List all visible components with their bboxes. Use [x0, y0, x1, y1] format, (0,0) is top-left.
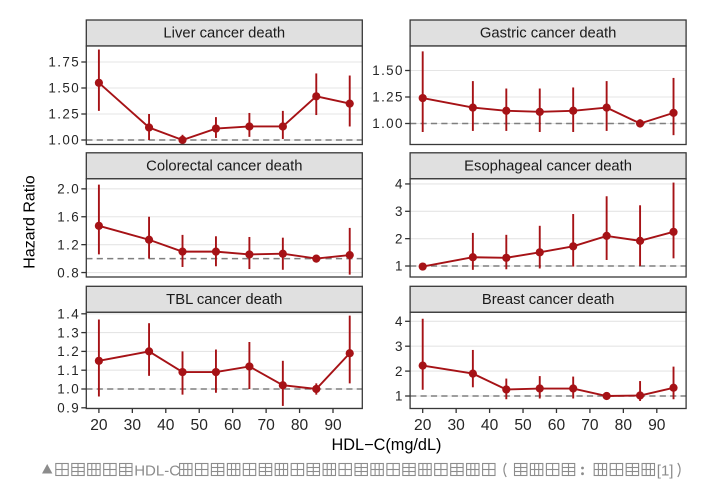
- svg-text:40: 40: [157, 417, 175, 434]
- svg-text:2: 2: [395, 364, 404, 379]
- svg-text:50: 50: [514, 417, 532, 434]
- svg-text:40: 40: [481, 417, 499, 434]
- svg-text:1.25: 1.25: [372, 90, 404, 105]
- svg-text:TBL cancer death: TBL cancer death: [166, 292, 282, 308]
- svg-text:0.8: 0.8: [57, 265, 80, 280]
- svg-text:70: 70: [581, 417, 599, 434]
- svg-text:1.25: 1.25: [48, 107, 80, 122]
- svg-text:Breast cancer death: Breast cancer death: [482, 292, 614, 308]
- svg-text:1: 1: [395, 389, 404, 404]
- svg-text:1.00: 1.00: [372, 116, 404, 131]
- svg-text:2: 2: [395, 231, 404, 246]
- svg-text:Hazard Ratio: Hazard Ratio: [22, 175, 39, 268]
- svg-text:80: 80: [615, 417, 633, 434]
- svg-text:30: 30: [124, 417, 142, 434]
- svg-text:Gastric cancer death: Gastric cancer death: [480, 26, 617, 42]
- svg-text:1.75: 1.75: [48, 55, 80, 70]
- svg-text:Colorectal cancer death: Colorectal cancer death: [146, 158, 302, 174]
- svg-text:2.0: 2.0: [57, 182, 80, 197]
- svg-text:1.6: 1.6: [57, 209, 80, 224]
- svg-text:60: 60: [548, 417, 566, 434]
- svg-text:80: 80: [291, 417, 309, 434]
- svg-text:30: 30: [447, 417, 465, 434]
- svg-text:70: 70: [257, 417, 275, 434]
- svg-text:HDL−C(mg/dL): HDL−C(mg/dL): [332, 436, 442, 454]
- svg-text:Esophageal cancer death: Esophageal cancer death: [464, 158, 632, 174]
- svg-text:Liver cancer death: Liver cancer death: [163, 26, 285, 42]
- svg-text:HDL-C: HDL-C: [134, 463, 180, 480]
- svg-text:1.00: 1.00: [48, 133, 80, 148]
- svg-text:20: 20: [90, 417, 108, 434]
- svg-text:[1]: [1]: [657, 463, 674, 480]
- svg-text:1.50: 1.50: [372, 63, 404, 78]
- svg-text:1: 1: [395, 259, 404, 274]
- svg-text:90: 90: [324, 417, 342, 434]
- svg-text:1.3: 1.3: [57, 325, 80, 340]
- svg-text:1.50: 1.50: [48, 81, 80, 96]
- svg-text:3: 3: [395, 204, 404, 219]
- svg-text:1.0: 1.0: [57, 382, 80, 397]
- svg-text:4: 4: [395, 177, 404, 192]
- svg-text:4: 4: [395, 314, 404, 329]
- svg-text:1.1: 1.1: [57, 363, 80, 378]
- svg-text:90: 90: [648, 417, 666, 434]
- svg-text:1.4: 1.4: [57, 307, 80, 322]
- svg-text:3: 3: [395, 339, 404, 354]
- svg-text:0.9: 0.9: [57, 401, 80, 416]
- svg-text:50: 50: [191, 417, 209, 434]
- svg-text:20: 20: [414, 417, 432, 434]
- svg-text:60: 60: [224, 417, 242, 434]
- svg-text:1.2: 1.2: [57, 344, 80, 359]
- svg-text:1.2: 1.2: [57, 237, 80, 252]
